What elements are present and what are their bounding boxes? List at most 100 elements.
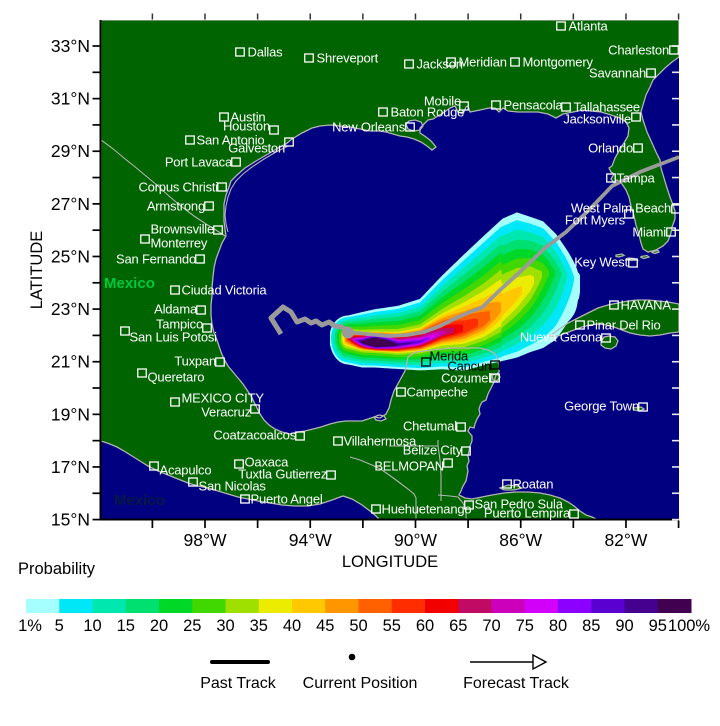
svg-text:Baton Rouge: Baton Rouge bbox=[391, 105, 465, 120]
svg-text:LATITUDE: LATITUDE bbox=[28, 231, 46, 310]
svg-text:Charleston: Charleston bbox=[608, 43, 669, 58]
svg-text:100%: 100% bbox=[668, 617, 711, 635]
svg-text:Galveston: Galveston bbox=[228, 141, 285, 156]
svg-text:Puerto Lempira: Puerto Lempira bbox=[484, 506, 571, 521]
svg-text:San Luis Potosi: San Luis Potosi bbox=[130, 330, 218, 345]
svg-text:Campeche: Campeche bbox=[407, 385, 468, 400]
svg-text:70: 70 bbox=[482, 617, 500, 635]
svg-text:55: 55 bbox=[383, 617, 401, 635]
svg-text:Mexico: Mexico bbox=[104, 275, 155, 292]
svg-text:Puerto Angel: Puerto Angel bbox=[251, 492, 323, 507]
svg-text:LONGITUDE: LONGITUDE bbox=[342, 553, 438, 571]
svg-text:Forecast Track: Forecast Track bbox=[463, 675, 570, 692]
svg-text:10: 10 bbox=[83, 617, 101, 635]
svg-text:60: 60 bbox=[416, 617, 434, 635]
svg-text:33°N: 33°N bbox=[51, 36, 90, 56]
svg-text:Pensacola: Pensacola bbox=[504, 98, 564, 113]
svg-text:Houston: Houston bbox=[223, 119, 270, 134]
svg-text:Mexico: Mexico bbox=[114, 492, 165, 509]
svg-text:Miami: Miami bbox=[632, 225, 666, 240]
svg-text:Nueva Gerona: Nueva Gerona bbox=[520, 330, 603, 345]
svg-text:15: 15 bbox=[117, 617, 135, 635]
svg-text:Queretaro: Queretaro bbox=[148, 370, 205, 385]
svg-text:Tuxtla Gutierrez: Tuxtla Gutierrez bbox=[238, 467, 327, 482]
svg-text:Montgomery: Montgomery bbox=[523, 55, 594, 70]
svg-text:George Town: George Town bbox=[564, 399, 639, 414]
svg-text:50: 50 bbox=[349, 617, 367, 635]
svg-text:Merida: Merida bbox=[430, 349, 470, 364]
svg-text:MEXICO CITY: MEXICO CITY bbox=[182, 391, 265, 406]
svg-text:86°W: 86°W bbox=[499, 530, 542, 550]
svg-text:Meridian: Meridian bbox=[459, 55, 507, 70]
svg-text:90°W: 90°W bbox=[394, 530, 437, 550]
svg-text:25°N: 25°N bbox=[51, 246, 90, 266]
svg-text:23°N: 23°N bbox=[51, 299, 90, 319]
svg-text:19°N: 19°N bbox=[51, 404, 90, 424]
svg-text:West Palm Beach: West Palm Beach bbox=[571, 201, 671, 216]
svg-text:HAVANA: HAVANA bbox=[621, 298, 672, 313]
svg-text:Armstrong: Armstrong bbox=[147, 199, 205, 214]
svg-text:New Orleans: New Orleans bbox=[332, 120, 406, 135]
svg-text:Savannah: Savannah bbox=[589, 66, 646, 81]
svg-text:Tallahassee: Tallahassee bbox=[574, 100, 640, 115]
svg-text:85: 85 bbox=[582, 617, 600, 635]
svg-text:Austin: Austin bbox=[231, 110, 266, 125]
svg-text:Monterrey: Monterrey bbox=[151, 236, 208, 251]
svg-text:Oaxaca: Oaxaca bbox=[245, 455, 290, 470]
svg-text:1%: 1% bbox=[18, 617, 42, 635]
svg-text:Mobile: Mobile bbox=[424, 94, 461, 109]
svg-text:Roatan: Roatan bbox=[513, 477, 554, 492]
svg-text:Current Position: Current Position bbox=[303, 675, 418, 692]
svg-text:98°W: 98°W bbox=[184, 530, 227, 550]
svg-text:Aldama: Aldama bbox=[154, 302, 198, 317]
svg-text:Key West: Key West bbox=[574, 255, 628, 270]
svg-text:Fort Myers: Fort Myers bbox=[565, 213, 626, 228]
svg-text:Veracruz: Veracruz bbox=[201, 405, 251, 420]
svg-text:5: 5 bbox=[55, 617, 64, 635]
svg-text:90: 90 bbox=[615, 617, 633, 635]
svg-text:Tampa: Tampa bbox=[617, 171, 656, 186]
svg-text:30: 30 bbox=[216, 617, 234, 635]
svg-text:Past Track: Past Track bbox=[200, 675, 277, 692]
svg-text:17°N: 17°N bbox=[51, 457, 90, 477]
svg-text:Huehuetenango: Huehuetenango bbox=[382, 502, 472, 517]
svg-text:65: 65 bbox=[449, 617, 467, 635]
svg-text:Orlando: Orlando bbox=[588, 141, 633, 156]
svg-text:San Antonio: San Antonio bbox=[197, 133, 265, 148]
svg-text:45: 45 bbox=[316, 617, 334, 635]
svg-text:75: 75 bbox=[516, 617, 534, 635]
svg-text:Corpus Christi: Corpus Christi bbox=[138, 180, 218, 195]
svg-text:80: 80 bbox=[549, 617, 567, 635]
svg-text:Ciudad Victoria: Ciudad Victoria bbox=[182, 283, 268, 298]
svg-text:Tuxpan: Tuxpan bbox=[174, 354, 216, 369]
svg-text:Tampico: Tampico bbox=[156, 317, 203, 332]
svg-text:Port Lavaca: Port Lavaca bbox=[165, 155, 233, 170]
svg-text:Brownsville: Brownsville bbox=[150, 222, 214, 237]
svg-text:95: 95 bbox=[649, 617, 667, 635]
svg-text:Jacksonville: Jacksonville bbox=[563, 112, 631, 127]
svg-text:Atlanta: Atlanta bbox=[569, 19, 609, 34]
svg-text:San Pedro Sula: San Pedro Sula bbox=[475, 497, 564, 512]
svg-text:Chetumal: Chetumal bbox=[403, 419, 457, 434]
svg-text:29°N: 29°N bbox=[51, 141, 90, 161]
svg-text:Pinar Del Rio: Pinar Del Rio bbox=[587, 318, 661, 333]
svg-text:35: 35 bbox=[250, 617, 268, 635]
svg-text:Probability: Probability bbox=[18, 560, 96, 578]
svg-text:25: 25 bbox=[183, 617, 201, 635]
svg-text:Coatzacoalcos: Coatzacoalcos bbox=[213, 428, 296, 443]
svg-text:San Fernando: San Fernando bbox=[116, 252, 196, 267]
svg-text:Dallas: Dallas bbox=[248, 45, 284, 60]
svg-text:Jackson: Jackson bbox=[417, 57, 463, 72]
svg-text:Acapulco: Acapulco bbox=[160, 463, 212, 478]
svg-text:27°N: 27°N bbox=[51, 194, 90, 214]
svg-text:Shreveport: Shreveport bbox=[317, 51, 379, 66]
svg-text:15°N: 15°N bbox=[51, 510, 90, 530]
svg-text:Cancun: Cancun bbox=[447, 359, 491, 374]
svg-text:San Nicolas: San Nicolas bbox=[199, 479, 267, 494]
svg-text:BELMOPAN: BELMOPAN bbox=[374, 459, 444, 474]
svg-text:Villahermosa: Villahermosa bbox=[344, 434, 417, 449]
svg-text:82°W: 82°W bbox=[604, 530, 647, 550]
svg-text:21°N: 21°N bbox=[51, 352, 90, 372]
svg-text:Belize City: Belize City bbox=[403, 443, 463, 458]
svg-text:Cozumel: Cozumel bbox=[441, 371, 491, 386]
